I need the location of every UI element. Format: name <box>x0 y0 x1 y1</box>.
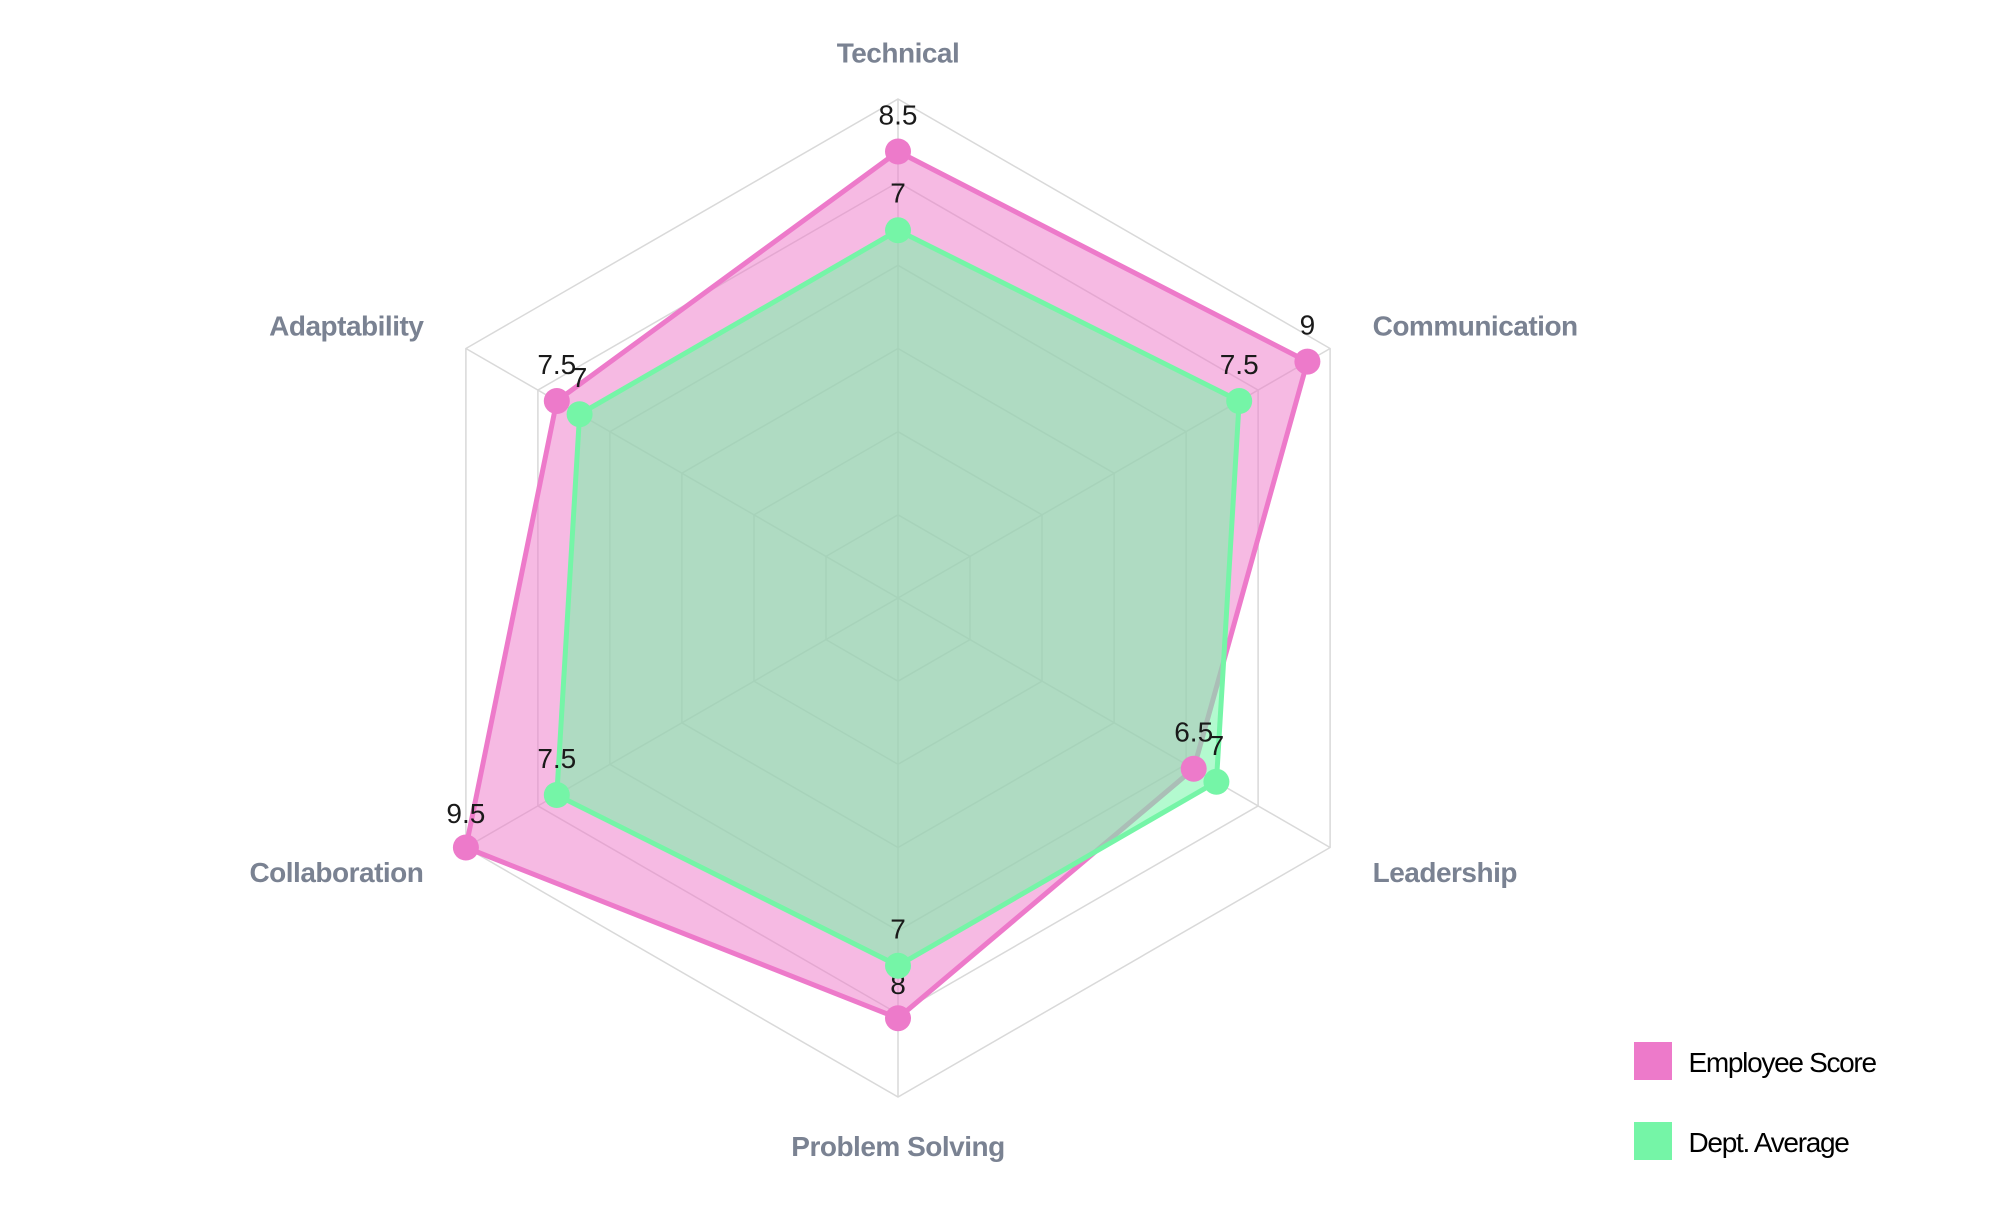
svg-text:Adaptability: Adaptability <box>269 311 424 342</box>
svg-text:7.5: 7.5 <box>1220 349 1259 380</box>
svg-text:9: 9 <box>1300 310 1316 341</box>
svg-text:8.5: 8.5 <box>879 100 918 131</box>
svg-text:7: 7 <box>1209 730 1225 761</box>
svg-text:Technical: Technical <box>837 38 960 69</box>
svg-text:Employee Score: Employee Score <box>1689 1047 1877 1078</box>
svg-text:7: 7 <box>890 914 906 945</box>
svg-text:Leadership: Leadership <box>1373 857 1517 888</box>
svg-text:Dept. Average: Dept. Average <box>1689 1127 1850 1158</box>
svg-text:7: 7 <box>572 362 588 393</box>
svg-text:6.5: 6.5 <box>1174 717 1213 748</box>
svg-text:7.5: 7.5 <box>537 349 576 380</box>
svg-text:Problem Solving: Problem Solving <box>791 1131 1004 1162</box>
svg-text:9.5: 9.5 <box>446 798 485 829</box>
svg-text:Communication: Communication <box>1373 311 1578 342</box>
svg-text:Collaboration: Collaboration <box>249 857 423 888</box>
svg-text:7.5: 7.5 <box>537 743 576 774</box>
svg-text:7: 7 <box>890 178 906 209</box>
